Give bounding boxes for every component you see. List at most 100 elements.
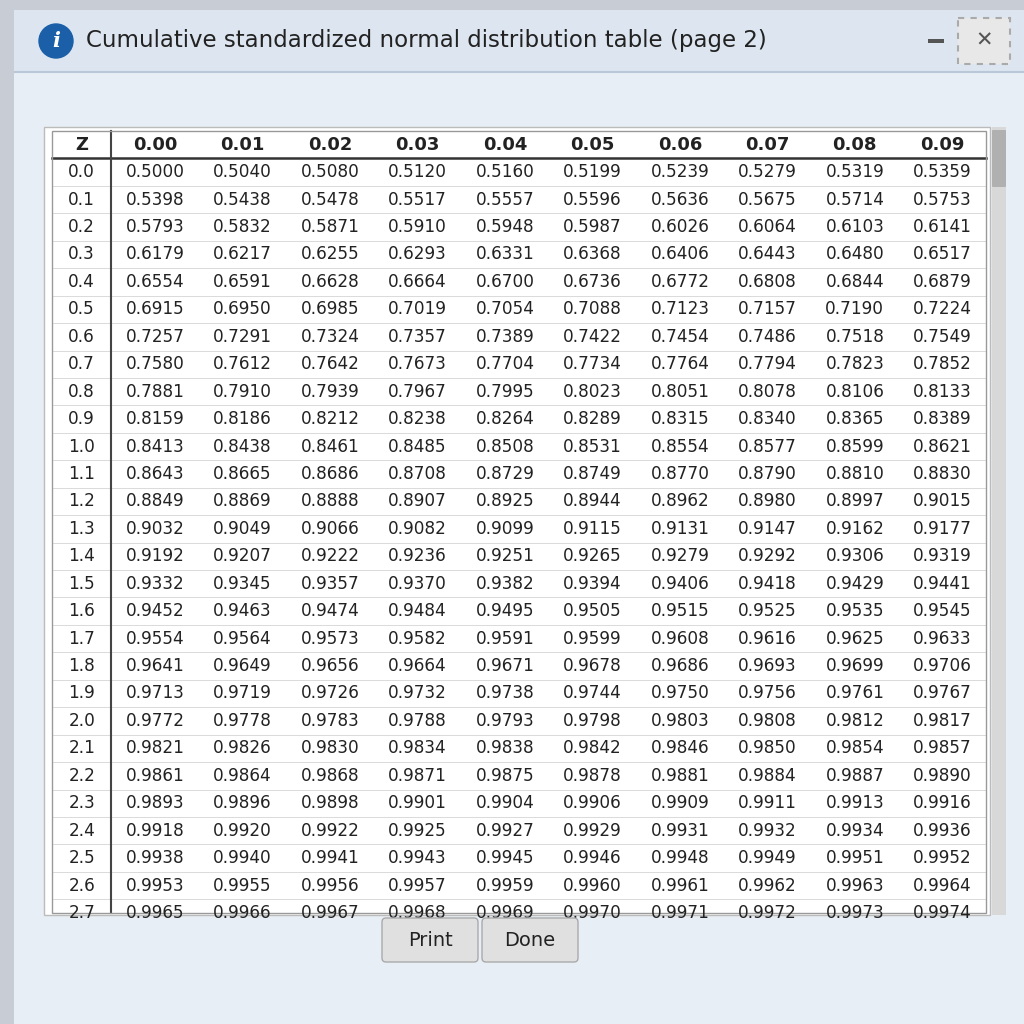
Text: 0.9015: 0.9015 (912, 493, 972, 510)
Text: 0.8186: 0.8186 (213, 410, 272, 428)
Text: 0.9599: 0.9599 (563, 630, 622, 647)
Text: 0.9671: 0.9671 (475, 657, 535, 675)
Text: 0.8749: 0.8749 (563, 465, 622, 483)
Text: 0.9898: 0.9898 (301, 795, 359, 812)
Text: 0.9817: 0.9817 (912, 712, 972, 730)
Text: 0.8413: 0.8413 (126, 437, 184, 456)
Text: 0.9887: 0.9887 (825, 767, 884, 784)
Text: 2.4: 2.4 (69, 821, 95, 840)
Text: 0.9761: 0.9761 (825, 684, 885, 702)
Text: 0.9441: 0.9441 (913, 574, 972, 593)
Text: 0.9931: 0.9931 (650, 821, 710, 840)
Text: 0.9207: 0.9207 (213, 547, 272, 565)
Text: 0.8315: 0.8315 (650, 410, 710, 428)
Text: 0.07: 0.07 (745, 136, 790, 154)
Text: 0.5319: 0.5319 (825, 163, 884, 181)
FancyBboxPatch shape (958, 18, 1010, 63)
Text: 0.9961: 0.9961 (650, 877, 710, 895)
Text: 0.9956: 0.9956 (301, 877, 359, 895)
Text: 0.9591: 0.9591 (475, 630, 535, 647)
Bar (14, 10, 1024, 72)
Text: 0.9968: 0.9968 (388, 904, 446, 922)
Text: 2.5: 2.5 (69, 849, 95, 867)
Text: 0.8790: 0.8790 (738, 465, 797, 483)
Text: 0.8849: 0.8849 (126, 493, 184, 510)
Text: 0.8023: 0.8023 (563, 383, 622, 400)
Text: 0.8686: 0.8686 (301, 465, 359, 483)
Text: 0.9641: 0.9641 (126, 657, 184, 675)
Text: 0.4: 0.4 (69, 273, 95, 291)
Text: 0.9788: 0.9788 (388, 712, 446, 730)
Text: 0.9713: 0.9713 (126, 684, 184, 702)
Text: 0.9834: 0.9834 (388, 739, 446, 758)
Text: 0.5000: 0.5000 (126, 163, 184, 181)
Text: 0.8106: 0.8106 (825, 383, 885, 400)
Text: 0.8554: 0.8554 (650, 437, 710, 456)
Text: 0.05: 0.05 (570, 136, 614, 154)
Text: 0.9890: 0.9890 (913, 767, 972, 784)
Text: 0.9115: 0.9115 (563, 520, 622, 538)
Text: 0.9495: 0.9495 (476, 602, 535, 621)
Text: 0.7422: 0.7422 (563, 328, 622, 346)
Text: 0.5040: 0.5040 (213, 163, 272, 181)
Text: 0.9812: 0.9812 (825, 712, 885, 730)
Text: 0.9911: 0.9911 (738, 795, 797, 812)
Text: 0.8485: 0.8485 (388, 437, 446, 456)
Text: 0.8365: 0.8365 (825, 410, 884, 428)
Text: 0.5714: 0.5714 (825, 190, 885, 209)
Text: 0.9783: 0.9783 (301, 712, 359, 730)
Text: 0.9966: 0.9966 (213, 904, 272, 922)
Text: Cumulative standardized normal distribution table (page 2): Cumulative standardized normal distribut… (86, 30, 767, 52)
Text: 0.7673: 0.7673 (388, 355, 447, 373)
Text: 0.9616: 0.9616 (738, 630, 797, 647)
Text: Z: Z (76, 136, 88, 154)
Text: 2.7: 2.7 (69, 904, 95, 922)
Text: 0.7486: 0.7486 (738, 328, 797, 346)
Text: 1.8: 1.8 (69, 657, 95, 675)
Circle shape (39, 24, 73, 58)
Bar (992, 127, 1006, 915)
Text: 0.9678: 0.9678 (563, 657, 622, 675)
Text: 0.8888: 0.8888 (301, 493, 359, 510)
Text: 0.7019: 0.7019 (388, 300, 447, 318)
Text: 0.7704: 0.7704 (475, 355, 535, 373)
Text: 0.8577: 0.8577 (738, 437, 797, 456)
Text: 0.8212: 0.8212 (301, 410, 359, 428)
Text: 0.9893: 0.9893 (126, 795, 184, 812)
Text: 1.9: 1.9 (69, 684, 95, 702)
Text: 0.9573: 0.9573 (301, 630, 359, 647)
Text: 0.9265: 0.9265 (563, 547, 622, 565)
Text: 0.5478: 0.5478 (301, 190, 359, 209)
Text: 0.9916: 0.9916 (913, 795, 972, 812)
Text: 0.6915: 0.6915 (126, 300, 184, 318)
Text: 0.9756: 0.9756 (738, 684, 797, 702)
Text: 0.9693: 0.9693 (738, 657, 797, 675)
Text: 0.6331: 0.6331 (475, 246, 535, 263)
Text: Done: Done (505, 931, 556, 949)
Text: 0.9656: 0.9656 (301, 657, 359, 675)
Text: 0.9953: 0.9953 (126, 877, 184, 895)
Text: 0.9904: 0.9904 (475, 795, 535, 812)
Text: 0.5871: 0.5871 (301, 218, 359, 237)
Text: 0.6141: 0.6141 (912, 218, 972, 237)
Text: 0.8980: 0.8980 (738, 493, 797, 510)
Text: 0.7764: 0.7764 (650, 355, 710, 373)
Text: 0.9972: 0.9972 (738, 904, 797, 922)
Text: 0.9871: 0.9871 (388, 767, 447, 784)
Text: 0.6217: 0.6217 (213, 246, 272, 263)
Text: 0.8531: 0.8531 (563, 437, 622, 456)
Text: 0.9177: 0.9177 (912, 520, 972, 538)
Text: 0.9941: 0.9941 (301, 849, 359, 867)
Text: 0.9394: 0.9394 (563, 574, 622, 593)
Text: 0.9838: 0.9838 (476, 739, 535, 758)
Text: 0.9918: 0.9918 (126, 821, 184, 840)
Text: 0.7995: 0.7995 (475, 383, 535, 400)
Text: 0.9778: 0.9778 (213, 712, 272, 730)
Text: 0.9345: 0.9345 (213, 574, 272, 593)
Text: 0.9943: 0.9943 (388, 849, 446, 867)
Text: 0.2: 0.2 (69, 218, 95, 237)
FancyBboxPatch shape (382, 918, 478, 962)
Text: 0.9564: 0.9564 (213, 630, 272, 647)
Text: 0.7357: 0.7357 (388, 328, 447, 346)
Text: 0.5675: 0.5675 (738, 190, 797, 209)
